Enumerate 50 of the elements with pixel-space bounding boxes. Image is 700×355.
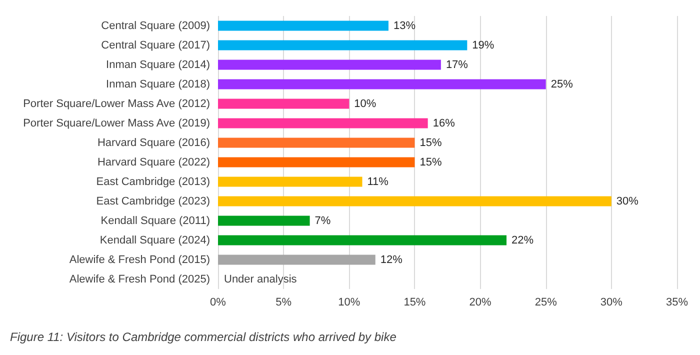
- bar: [218, 176, 362, 187]
- text: Under analysis: [224, 273, 297, 286]
- y-tick-label: East Cambridge (2023): [96, 195, 210, 208]
- y-tick-label: Central Square (2009): [101, 20, 210, 32]
- data-label: 15%: [420, 156, 442, 168]
- x-tick-label: 25%: [534, 296, 558, 308]
- bar: [218, 196, 612, 206]
- bar: [218, 60, 441, 70]
- data-label: 11%: [367, 176, 389, 188]
- y-tick-label: Inman Square (2018): [106, 78, 210, 90]
- x-tick-label: 30%: [600, 296, 623, 308]
- bar: [218, 20, 388, 31]
- y-tick-label: Central Square (2017): [101, 39, 210, 52]
- bar: [218, 235, 507, 246]
- y-tick-label: Harvard Square (2022): [97, 156, 210, 168]
- data-label: 13%: [393, 20, 416, 32]
- bar: [218, 118, 428, 128]
- data-label: 15%: [420, 136, 442, 149]
- data-label: 19%: [472, 39, 494, 52]
- y-tick-label: Harvard Square (2016): [97, 136, 210, 149]
- bar: [218, 254, 376, 265]
- data-label: 17%: [446, 58, 468, 71]
- data-label: 30%: [616, 195, 639, 208]
- x-tick-label: 10%: [338, 296, 360, 308]
- y-tick-label: Alewife & Fresh Pond (2025): [69, 273, 210, 286]
- data-label: 16%: [432, 117, 456, 130]
- bar: [218, 216, 310, 226]
- bar: [218, 79, 546, 90]
- bar: [218, 157, 415, 168]
- y-tick-label: Kendall Square (2024): [100, 234, 210, 246]
- x-tick-label: 15%: [404, 296, 426, 308]
- y-tick-label: Kendall Square (2011): [100, 214, 210, 227]
- x-tick-label: 35%: [666, 296, 688, 308]
- x-tick-label: 5%: [276, 296, 292, 308]
- data-label: 12%: [380, 254, 403, 266]
- y-tick-label: Alewife & Fresh Pond (2015): [69, 254, 210, 266]
- x-tick-label: 20%: [469, 296, 492, 308]
- y-tick-label: Inman Square (2014): [106, 58, 210, 71]
- data-label: 25%: [550, 78, 574, 90]
- data-label: 10%: [354, 98, 376, 110]
- y-tick-label: Porter Square/Lower Mass Ave (2019): [23, 117, 210, 130]
- data-label: 22%: [512, 234, 534, 246]
- x-tick-label: 0%: [210, 296, 226, 308]
- data-label: 7%: [314, 214, 331, 227]
- y-tick-label: Porter Square/Lower Mass Ave (2012): [23, 98, 210, 110]
- bar: [218, 138, 415, 148]
- bar: [218, 98, 350, 109]
- bar: [218, 40, 468, 50]
- caption: Figure 11: Visitors to Cambridge commercial districts who arrived by bike: [10, 330, 397, 344]
- y-tick-label: East Cambridge (2013): [96, 176, 210, 188]
